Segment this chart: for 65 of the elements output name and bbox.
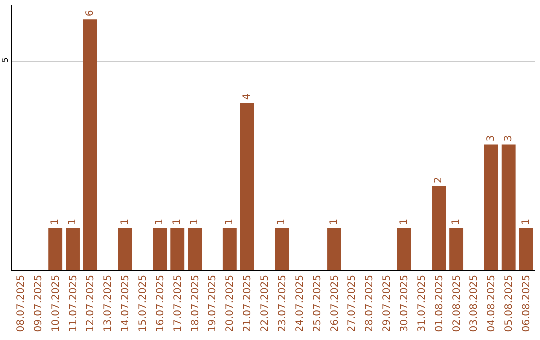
data-label: 1 — [520, 218, 532, 226]
x-tick-label: 31.07.2025 — [416, 275, 428, 332]
x-tick-label: 18.07.2025 — [190, 275, 202, 332]
x-tick-label: 19.07.2025 — [208, 275, 219, 332]
data-label: 1 — [224, 218, 236, 226]
x-tick-label: 27.07.2025 — [347, 275, 358, 332]
data-label: 1 — [398, 218, 410, 226]
data-label: 1 — [172, 218, 184, 226]
x-tick-label: 08.07.2025 — [16, 275, 27, 332]
bar — [188, 228, 202, 270]
x-tick-label: 13.07.2025 — [103, 275, 114, 332]
data-label: 1 — [50, 218, 62, 226]
data-label: 6 — [84, 10, 96, 17]
data-label: 2 — [434, 177, 445, 184]
data-label: 1 — [154, 218, 166, 226]
x-tick-label: 28.07.2025 — [364, 275, 376, 332]
bar — [484, 144, 498, 270]
x-tick-label: 23.07.2025 — [277, 275, 288, 332]
x-tick-label: 25.07.2025 — [312, 275, 324, 332]
x-tick-label: 09.07.2025 — [33, 275, 44, 332]
x-tick-label: 01.08.2025 — [434, 275, 446, 332]
x-tick-label: 20.07.2025 — [225, 275, 236, 332]
x-tick-label: 30.07.2025 — [400, 275, 410, 332]
bar — [222, 228, 237, 270]
x-tick-label: 16.07.2025 — [155, 275, 166, 332]
x-tick-label: 24.07.2025 — [294, 275, 306, 332]
data-label: 1 — [120, 218, 131, 226]
data-label: 1 — [276, 218, 288, 226]
bar — [328, 228, 342, 270]
y-tick-label: 5 — [0, 58, 10, 63]
x-tick-label: 03.08.2025 — [469, 275, 480, 332]
data-label: 3 — [503, 135, 514, 142]
bar — [275, 228, 290, 270]
data-label: 1 — [451, 218, 462, 226]
x-tick-label: 22.07.2025 — [260, 275, 272, 332]
bar — [432, 186, 446, 270]
bar — [519, 228, 534, 270]
bar — [48, 228, 63, 270]
x-tick-label: 15.07.2025 — [138, 275, 149, 332]
data-label: 1 — [329, 218, 340, 226]
x-tick-label: 11.07.2025 — [68, 275, 80, 332]
bar — [397, 228, 412, 270]
x-tick-label: 04.08.2025 — [486, 275, 498, 332]
x-tick-label: 06.08.2025 — [522, 275, 533, 332]
x-tick-label: 26.07.2025 — [330, 275, 341, 332]
x-tick-label: 29.07.2025 — [382, 275, 394, 332]
data-label: 1 — [190, 218, 201, 226]
x-tick-label: 02.08.2025 — [452, 275, 463, 332]
bar — [153, 228, 168, 270]
data-label: 3 — [486, 135, 497, 142]
bar — [450, 228, 464, 270]
x-tick-label: 14.07.2025 — [120, 275, 132, 332]
data-label: 1 — [68, 218, 79, 226]
bar — [502, 144, 516, 270]
data-label: 4 — [242, 94, 253, 100]
bar — [170, 228, 185, 270]
x-tick-label: 12.07.2025 — [86, 275, 97, 332]
bar — [118, 228, 132, 270]
bar — [83, 20, 98, 270]
x-tick-label: 17.07.2025 — [172, 275, 184, 332]
x-tick-label: 10.07.2025 — [50, 275, 62, 332]
bar — [66, 228, 80, 270]
x-tick-label: 21.07.2025 — [242, 275, 254, 332]
x-tick-label: 05.08.2025 — [504, 275, 516, 332]
bar — [240, 103, 254, 270]
